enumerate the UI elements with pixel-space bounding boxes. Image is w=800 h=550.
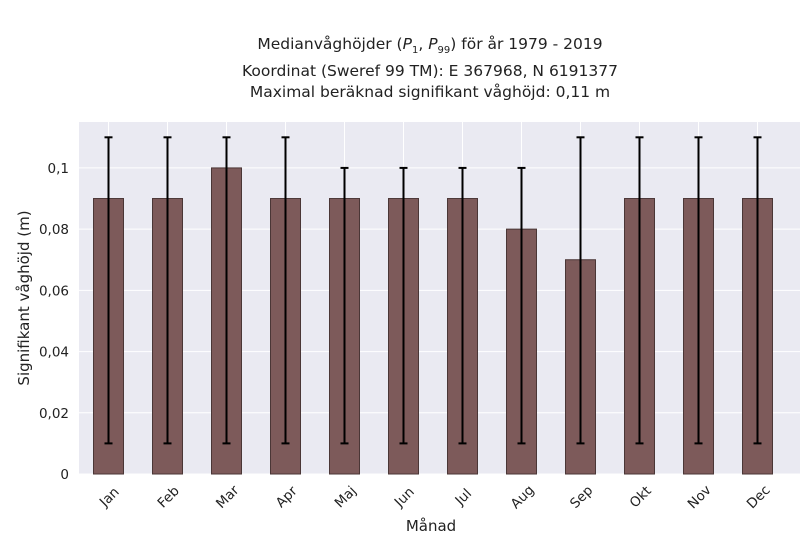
chart-title: Medianvåghöjder (P1, P99) för år 1979 - … [30,34,800,103]
x-tick-label: Maj [332,483,360,511]
x-tick-label: Aug [508,482,538,512]
y-tick-label: 0,02 [39,406,69,422]
error-bar-jul [458,166,467,445]
x-tick-label: Nov [685,482,715,512]
error-bar-feb [163,136,172,445]
y-tick-label: 0 [60,467,69,483]
chart-title-line-3: Maximal beräknad signifikant våghöjd: 0,… [249,83,611,102]
error-bar-apr [281,136,290,445]
error-bar-nov [694,136,703,445]
y-tick-label: 0,06 [39,283,69,299]
error-bar-jun [399,166,408,445]
error-bar-sep [576,136,585,445]
chart-title-line-2: Koordinat (Sweref 99 TM): E 367968, N 61… [242,62,618,81]
x-tick-label: Dec [744,482,774,512]
x-axis-label: Månad [406,517,456,535]
x-tick-label: Jul [452,486,476,510]
x-tick-label: Jan [96,484,123,511]
x-tick-label: Jun [391,484,418,511]
x-axis: Jan Feb Mar Apr Maj Jun Jul Aug Sep Okt Nov Dec [96,482,774,512]
y-axis-label: Signifikant våghöjd (m) [15,210,33,385]
error-bar-okt [635,136,644,445]
x-tick-label: Okt [627,483,655,511]
y-tick-label: 0,04 [39,345,69,361]
x-tick-label: Feb [155,483,183,511]
error-bar-mar [222,136,231,445]
y-axis: 0 0,02 0,04 0,06 0,08 0,1 [39,161,69,483]
error-bar-maj [340,166,349,445]
x-tick-label: Mar [213,482,243,512]
error-bars [104,136,762,445]
y-tick-label: 0,08 [39,222,69,238]
x-tick-label: Apr [273,483,301,511]
chart-title-line-1: Medianvåghöjder (P1, P99) för år 1979 - … [257,35,603,57]
error-bar-aug [517,166,526,445]
error-bar-jan [104,136,113,445]
error-bar-dec [753,136,762,445]
y-tick-label: 0,1 [48,161,69,177]
plot-area [79,122,800,474]
x-tick-label: Sep [567,483,596,512]
